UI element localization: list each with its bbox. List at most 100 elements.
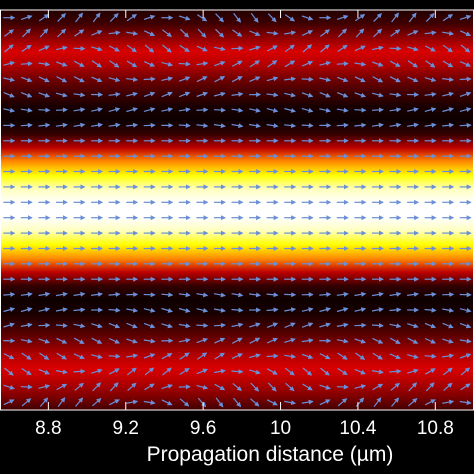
- field-arrow: [161, 91, 173, 98]
- field-arrow: [266, 30, 279, 36]
- field-arrow: [179, 367, 190, 376]
- field-arrow: [301, 307, 314, 313]
- field-arrow: [161, 107, 174, 113]
- field-arrow: [301, 399, 314, 405]
- field-arrow: [73, 46, 86, 52]
- field-arrow: [319, 353, 331, 360]
- field-arrow: [91, 76, 103, 83]
- field-arrow: [55, 307, 68, 313]
- field-arrow: [197, 397, 207, 408]
- field-arrow: [336, 76, 349, 83]
- x-axis-label: Propagation distance (µm): [147, 443, 394, 466]
- field-arrow: [108, 45, 120, 52]
- field-arrow: [56, 352, 67, 360]
- field-arrow: [213, 322, 226, 328]
- field-arrow: [354, 76, 366, 83]
- field-arrow: [73, 353, 85, 360]
- field-arrow: [284, 107, 296, 113]
- field-arrow: [319, 399, 331, 406]
- field-arrow: [424, 322, 437, 329]
- field-arrow: [3, 322, 15, 328]
- field-arrow: [21, 398, 32, 407]
- field-arrow: [73, 323, 86, 329]
- field-arrow: [424, 45, 436, 52]
- field-arrow: [214, 337, 226, 344]
- field-arrow: [73, 107, 86, 113]
- field-arrow: [284, 400, 297, 406]
- field-arrow: [336, 322, 349, 328]
- field-arrow: [3, 107, 16, 113]
- field-arrow: [73, 368, 86, 374]
- field-arrow: [38, 338, 51, 344]
- field-arrow: [4, 367, 14, 376]
- field-arrow: [266, 292, 279, 298]
- field-arrow: [266, 107, 279, 113]
- field-arrow: [249, 369, 261, 375]
- field-arrow: [424, 291, 437, 297]
- field-arrow: [319, 61, 332, 66]
- field-arrow: [372, 337, 384, 344]
- field-arrow: [389, 323, 402, 329]
- field-arrow: [336, 92, 349, 98]
- field-arrow: [320, 44, 330, 53]
- field-arrow: [127, 382, 137, 392]
- field-arrow: [161, 353, 173, 360]
- field-arrow: [337, 28, 348, 38]
- x-tick-label: 10: [270, 418, 291, 439]
- field-arrow: [232, 29, 243, 37]
- field-arrow: [301, 353, 314, 360]
- field-arrow: [197, 352, 208, 360]
- field-arrow: [38, 368, 50, 375]
- field-arrow: [371, 45, 384, 51]
- field-arrow: [126, 76, 139, 82]
- field-arrow: [20, 107, 33, 113]
- field-arrow: [301, 107, 314, 113]
- field-arrow: [108, 91, 121, 97]
- field-arrow: [319, 92, 331, 98]
- x-tick-labels: 8.8 9.2 9.6 10 10.4 10.8: [35, 418, 454, 439]
- field-arrow: [74, 382, 84, 391]
- field-arrow: [459, 353, 472, 359]
- field-arrow: [75, 397, 84, 407]
- field-arrow: [38, 291, 51, 297]
- field-arrow: [196, 14, 208, 22]
- field-arrow: [284, 337, 296, 343]
- field-arrow: [302, 367, 313, 376]
- field-arrow: [389, 353, 401, 360]
- field-arrow: [336, 61, 349, 67]
- field-arrow: [215, 28, 225, 38]
- field-arrow: [161, 76, 174, 82]
- field-arrow: [231, 107, 244, 113]
- field-arrow: [126, 107, 138, 113]
- field-arrow: [126, 353, 139, 359]
- field-arrow: [442, 399, 455, 405]
- field-arrow: [91, 122, 103, 128]
- field-arrow: [425, 60, 436, 68]
- field-arrow: [233, 12, 242, 23]
- field-arrow: [407, 30, 419, 36]
- field-arrow: [459, 30, 472, 36]
- field-arrow: [442, 338, 454, 344]
- field-arrow: [231, 91, 244, 97]
- field-arrow: [284, 353, 297, 359]
- field-arrow: [3, 307, 16, 313]
- field-arrow: [407, 76, 419, 83]
- field-arrow: [213, 91, 226, 97]
- field-arrow: [161, 323, 173, 329]
- field-arrow: [371, 323, 384, 329]
- field-arrow: [179, 44, 190, 53]
- field-arrow: [108, 322, 121, 329]
- field-arrow: [442, 353, 455, 359]
- field-arrow: [372, 76, 384, 83]
- field-arrow: [91, 46, 103, 52]
- field-arrow: [389, 92, 402, 98]
- field-arrow: [354, 322, 367, 328]
- field-arrow: [126, 399, 139, 405]
- field-arrow: [354, 291, 367, 297]
- field-arrow: [143, 400, 156, 405]
- field-arrow: [337, 367, 348, 376]
- field-arrow: [443, 382, 453, 392]
- field-arrow: [442, 91, 454, 97]
- field-arrow: [354, 61, 367, 67]
- field-arrow: [21, 44, 32, 52]
